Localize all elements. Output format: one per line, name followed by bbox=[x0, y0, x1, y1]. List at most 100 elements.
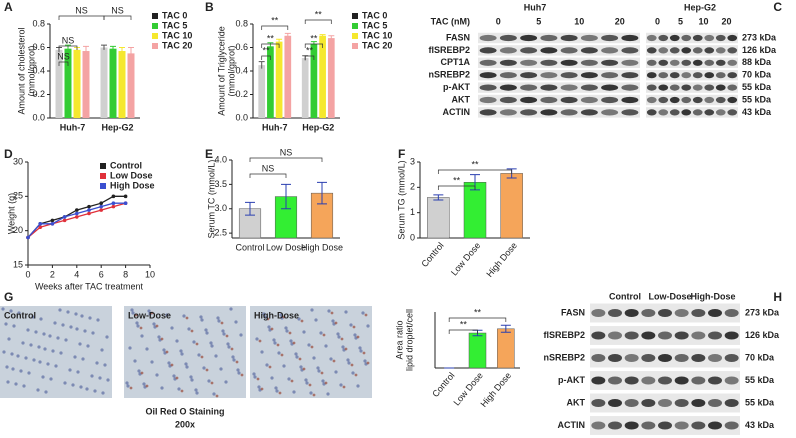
nucleus bbox=[58, 308, 62, 312]
nucleus bbox=[147, 309, 151, 313]
lipid-droplet bbox=[180, 389, 184, 393]
band bbox=[540, 109, 558, 116]
point bbox=[123, 194, 128, 199]
lipid-droplet bbox=[155, 324, 159, 328]
significance-bracket bbox=[58, 15, 105, 20]
band bbox=[674, 331, 689, 340]
error-bar bbox=[433, 194, 444, 201]
blot-header: TAC (nM) bbox=[431, 16, 470, 26]
nucleus bbox=[346, 358, 350, 362]
nucleus bbox=[152, 322, 156, 326]
blot-strip bbox=[478, 45, 640, 56]
lipid-droplet bbox=[129, 386, 133, 390]
lane-label: 20 bbox=[615, 16, 625, 26]
lane-label: 20 bbox=[721, 16, 731, 26]
panel-letter: E bbox=[205, 147, 213, 161]
nucleus bbox=[2, 350, 6, 354]
point bbox=[99, 201, 103, 205]
nucleus bbox=[224, 380, 228, 384]
blot-strip bbox=[478, 69, 640, 81]
nucleus bbox=[274, 386, 278, 390]
nucleus bbox=[182, 314, 186, 318]
band bbox=[624, 354, 639, 362]
band bbox=[681, 34, 692, 42]
band bbox=[601, 59, 619, 66]
nucleus bbox=[363, 359, 367, 363]
nucleus bbox=[194, 388, 198, 392]
blot-strip bbox=[646, 69, 738, 81]
lipid-droplet bbox=[210, 381, 214, 385]
nucleus bbox=[349, 323, 353, 327]
nucleus bbox=[26, 328, 30, 332]
band bbox=[658, 84, 669, 91]
nucleus bbox=[43, 347, 47, 351]
nucleus bbox=[95, 361, 99, 365]
nucleus bbox=[105, 335, 109, 339]
y-tick-label: 4.0 bbox=[214, 154, 227, 164]
band bbox=[724, 376, 739, 385]
band bbox=[580, 84, 598, 91]
significance-bracket bbox=[58, 61, 69, 66]
bar bbox=[73, 49, 81, 118]
nucleus bbox=[78, 342, 82, 346]
nucleus bbox=[4, 322, 8, 326]
point bbox=[38, 225, 42, 230]
nucleus bbox=[237, 371, 241, 375]
band bbox=[601, 84, 619, 91]
band bbox=[560, 47, 578, 54]
bar bbox=[427, 197, 450, 239]
nucleus bbox=[282, 364, 286, 368]
lipid-droplet bbox=[258, 339, 262, 343]
panel-letter: B bbox=[205, 0, 214, 14]
band bbox=[708, 421, 722, 430]
significance-label: NS bbox=[75, 5, 88, 15]
band bbox=[692, 96, 703, 104]
nucleus bbox=[42, 332, 46, 336]
nucleus bbox=[216, 316, 220, 320]
lipid-droplet bbox=[350, 363, 354, 367]
significance-label: ** bbox=[460, 319, 468, 329]
nucleus bbox=[140, 334, 144, 338]
band bbox=[560, 109, 578, 116]
band bbox=[624, 376, 639, 385]
error-bar bbox=[500, 324, 511, 333]
band bbox=[658, 331, 672, 340]
nucleus bbox=[312, 356, 316, 360]
nucleus bbox=[31, 315, 35, 319]
nucleus bbox=[180, 352, 184, 356]
nucleus bbox=[91, 331, 95, 335]
nucleus bbox=[236, 368, 240, 372]
band bbox=[692, 59, 703, 66]
band bbox=[727, 109, 738, 116]
significance-bracket bbox=[58, 45, 78, 50]
nucleus bbox=[252, 372, 256, 376]
nucleus bbox=[326, 392, 330, 396]
significance-label: NS bbox=[111, 5, 124, 15]
size-label: 88 kDa bbox=[742, 57, 772, 67]
band bbox=[641, 376, 656, 385]
band bbox=[621, 34, 639, 42]
nucleus bbox=[75, 327, 79, 331]
band bbox=[499, 96, 517, 104]
band bbox=[658, 421, 672, 430]
y-axis-title: Amount of Triglyceride bbox=[216, 26, 226, 116]
bar bbox=[127, 53, 135, 118]
band bbox=[674, 354, 689, 362]
band bbox=[708, 399, 722, 407]
bar bbox=[267, 46, 274, 119]
point bbox=[50, 222, 55, 226]
blot-strip bbox=[646, 94, 738, 106]
band bbox=[580, 34, 598, 42]
nucleus bbox=[44, 390, 48, 394]
significance-label: ** bbox=[267, 33, 275, 43]
point bbox=[111, 194, 116, 199]
caption: 200x bbox=[175, 419, 195, 429]
point bbox=[111, 204, 116, 209]
y-tick-label: 15 bbox=[13, 259, 23, 269]
legend-label: TAC 5 bbox=[162, 20, 187, 30]
y-tick-label: 2 bbox=[410, 182, 415, 192]
error-bar bbox=[119, 47, 125, 55]
legend-label: High Dose bbox=[110, 180, 155, 190]
lipid-droplet bbox=[140, 371, 144, 375]
nucleus bbox=[10, 352, 14, 356]
